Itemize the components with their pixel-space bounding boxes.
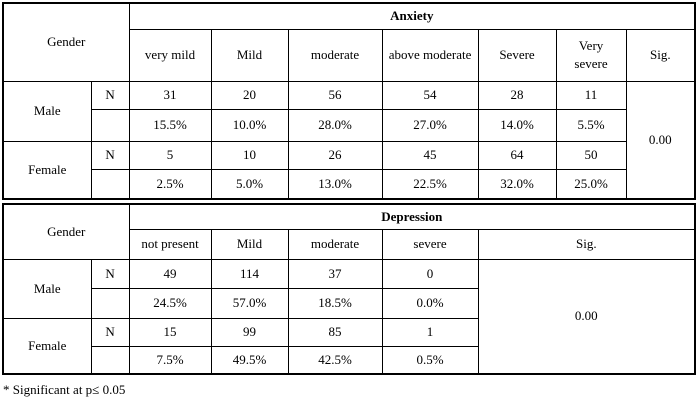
- percent-label-cell: [90, 287, 130, 319]
- depression-col-moderate: moderate: [287, 228, 383, 260]
- anxiety-col-above-moderate: above moderate: [381, 28, 479, 82]
- percent-cell: 13.0%: [287, 168, 383, 200]
- significance-footnote: * Significant at p≤ 0.05: [3, 382, 126, 397]
- count-cell: 26: [287, 140, 383, 170]
- count-cell: 49: [128, 258, 212, 289]
- count-cell: 10: [210, 140, 289, 170]
- percent-cell: 18.5%: [287, 287, 383, 319]
- depression-male-n-label: N: [90, 258, 130, 289]
- anxiety-gender-header-cell: Gender: [2, 2, 130, 82]
- anxiety-col-severe: Severe: [477, 28, 557, 82]
- depression-gender-header-cell: Gender: [2, 203, 130, 260]
- depression-sig-header: Sig.: [477, 228, 696, 260]
- percent-cell: 32.0%: [477, 168, 557, 200]
- percent-cell: 14.0%: [477, 108, 557, 142]
- count-cell: 1: [381, 317, 479, 347]
- anxiety-sig-header: Sig.: [625, 28, 696, 82]
- count-cell: 5: [128, 140, 212, 170]
- anxiety-row-label-male: Male: [2, 80, 92, 142]
- percent-label-cell: [90, 108, 130, 142]
- count-cell: 99: [210, 317, 289, 347]
- count-cell: 85: [287, 317, 383, 347]
- count-cell: 114: [210, 258, 289, 289]
- count-cell: 37: [287, 258, 383, 289]
- count-cell: 50: [555, 140, 627, 170]
- count-cell: 28: [477, 80, 557, 110]
- depression-col-severe: severe: [381, 228, 479, 260]
- count-cell: 56: [287, 80, 383, 110]
- percent-cell: 24.5%: [128, 287, 212, 319]
- percent-cell: 5.5%: [555, 108, 627, 142]
- count-cell: 0: [381, 258, 479, 289]
- count-cell: 11: [555, 80, 627, 110]
- anxiety-male-n-label: N: [90, 80, 130, 110]
- percent-cell: 10.0%: [210, 108, 289, 142]
- percent-cell: 22.5%: [381, 168, 479, 200]
- depression-col-not-present: not present: [128, 228, 212, 260]
- percent-cell: 0.0%: [381, 287, 479, 319]
- depression-title: Depression: [128, 203, 696, 230]
- anxiety-female-n-label: N: [90, 140, 130, 170]
- anxiety-table: Gender Anxiety very mild Mild moderate a…: [2, 2, 696, 200]
- percent-cell: 49.5%: [210, 345, 289, 375]
- percent-cell: 28.0%: [287, 108, 383, 142]
- percent-cell: 0.5%: [381, 345, 479, 375]
- percent-label-cell: [90, 345, 130, 375]
- count-cell: 45: [381, 140, 479, 170]
- depression-sig-value: 0.00: [477, 258, 696, 375]
- depression-row-label-female: Female: [2, 317, 92, 375]
- anxiety-col-moderate: moderate: [287, 28, 383, 82]
- depression-table: Gender Depression not present Mild moder…: [2, 203, 696, 375]
- percent-cell: 57.0%: [210, 287, 289, 319]
- depression-row-label-male: Male: [2, 258, 92, 319]
- anxiety-sig-value: 0.00: [625, 80, 696, 200]
- depression-female-n-label: N: [90, 317, 130, 347]
- anxiety-col-mild: Mild: [210, 28, 289, 82]
- percent-cell: 7.5%: [128, 345, 212, 375]
- percent-cell: 5.0%: [210, 168, 289, 200]
- percent-cell: 27.0%: [381, 108, 479, 142]
- percent-cell: 2.5%: [128, 168, 212, 200]
- depression-col-mild: Mild: [210, 228, 289, 260]
- count-cell: 54: [381, 80, 479, 110]
- percent-cell: 25.0%: [555, 168, 627, 200]
- anxiety-row-label-female: Female: [2, 140, 92, 200]
- count-cell: 64: [477, 140, 557, 170]
- percent-cell: 42.5%: [287, 345, 383, 375]
- count-cell: 15: [128, 317, 212, 347]
- anxiety-col-very-severe: Very severe: [555, 28, 627, 82]
- percent-label-cell: [90, 168, 130, 200]
- anxiety-col-very-mild: very mild: [128, 28, 212, 82]
- anxiety-title: Anxiety: [128, 2, 696, 30]
- count-cell: 20: [210, 80, 289, 110]
- count-cell: 31: [128, 80, 212, 110]
- percent-cell: 15.5%: [128, 108, 212, 142]
